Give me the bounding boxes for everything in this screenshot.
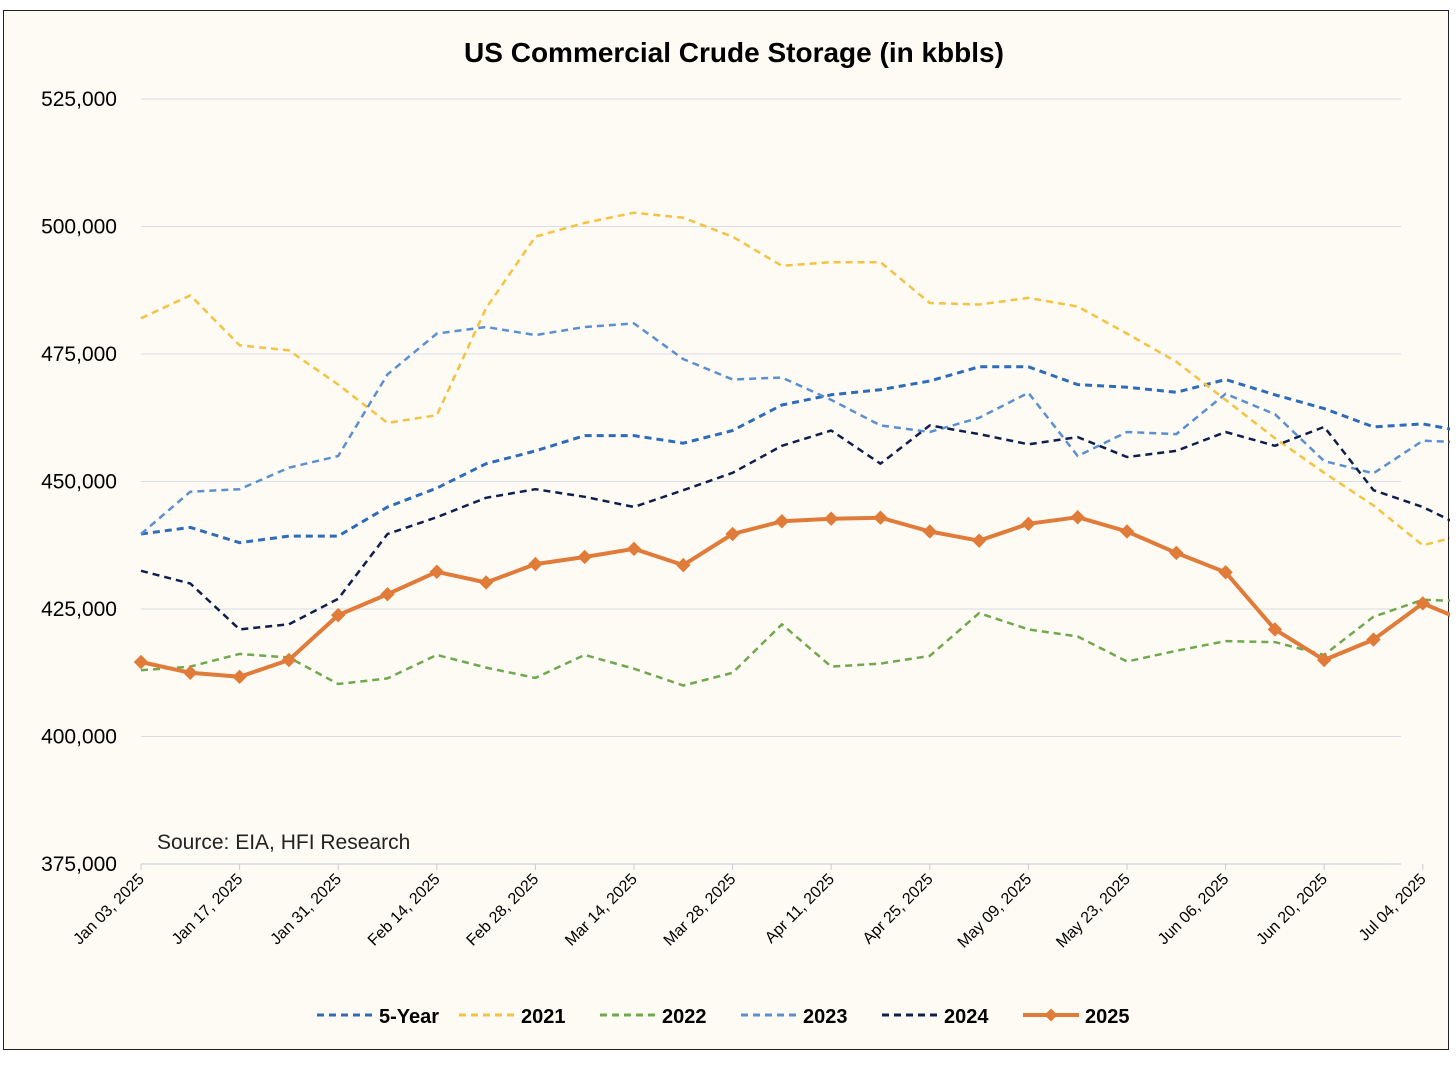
x-tick-label: Mar 28, 2025: [661, 871, 740, 950]
data-point-2025: [1415, 596, 1431, 611]
series-2021: [140, 211, 1450, 547]
data-point-2025: [1070, 509, 1085, 525]
series-lines: [133, 211, 1450, 687]
data-point-2025: [1021, 516, 1036, 532]
y-axis-ticks: 375,000 400,000 425,000 450,000 475,000 500,0…: [41, 88, 117, 876]
x-tick-label: Apr 25, 2025: [860, 871, 937, 948]
x-tick-label: May 23, 2025: [1053, 871, 1134, 952]
data-point-2025: [133, 654, 149, 670]
data-point-2025: [577, 549, 592, 565]
x-tick-label: Apr 11, 2025: [762, 871, 838, 947]
y-tick-label: 500,000: [41, 216, 117, 239]
x-tick-label: Jan 03, 2025: [70, 871, 148, 949]
series-line-2025: [139, 515, 1450, 679]
legend-label: 2023: [803, 1006, 848, 1028]
data-point-2025: [676, 557, 691, 573]
series-line-2022: [140, 598, 1450, 687]
chart-title: US Commercial Crude Storage (in kbbls): [464, 37, 1004, 68]
legend-item-2022: 2022: [600, 1006, 707, 1028]
x-tick-label: Jun 20, 2025: [1254, 871, 1332, 949]
data-point-2025: [774, 514, 790, 529]
legend-item-2023: 2023: [741, 1006, 848, 1028]
data-point-2025: [380, 587, 395, 602]
data-point-2025: [528, 556, 543, 572]
data-point-2025: [1119, 524, 1135, 539]
series-2023: [140, 322, 1450, 535]
y-tick-label: 525,000: [41, 88, 117, 111]
series-2022: [140, 598, 1450, 687]
legend-label: 2022: [662, 1006, 707, 1028]
y-tick-label: 425,000: [41, 598, 117, 621]
data-point-2025: [626, 541, 642, 557]
data-point-2025: [1267, 622, 1283, 637]
x-tick-label: Feb 28, 2025: [464, 871, 543, 950]
gridlines: [141, 98, 1401, 865]
x-tick-label: Jan 17, 2025: [169, 871, 247, 949]
series-line-2023: [140, 322, 1450, 535]
x-tick-label: May 09, 2025: [955, 871, 1036, 952]
data-point-2025: [1316, 652, 1332, 668]
data-point-2025: [971, 533, 987, 548]
data-point-2025: [1169, 545, 1184, 561]
y-tick-label: 375,000: [41, 853, 117, 876]
legend-item-2021: 2021: [459, 1006, 566, 1028]
series-2024: [140, 424, 1450, 631]
legend-item-2025: 2025: [1023, 1006, 1130, 1028]
legend-item-2024: 2024: [882, 1006, 989, 1028]
series-2025: [133, 509, 1450, 685]
data-point-2025: [873, 510, 888, 525]
x-tick-label: Jul 04, 2025: [1356, 871, 1430, 945]
source-annotation: Source: EIA, HFI Research: [157, 831, 410, 854]
legend-label: 2025: [1085, 1006, 1130, 1028]
data-point-2025: [183, 665, 198, 680]
data-point-2025: [823, 511, 839, 526]
data-point-2025: [330, 607, 346, 623]
legend-label: 2024: [944, 1006, 989, 1028]
legend-label: 5-Year: [379, 1006, 439, 1028]
data-point-2025: [478, 575, 494, 590]
legend-label: 2021: [521, 1006, 566, 1028]
data-point-2025: [281, 652, 297, 668]
legend-marker: [1044, 1008, 1058, 1022]
y-tick-label: 475,000: [41, 343, 117, 366]
x-tick-label: Feb 14, 2025: [365, 871, 444, 950]
data-point-2025: [1218, 565, 1233, 580]
x-tick-label: Jan 31, 2025: [268, 871, 346, 949]
data-point-2025: [922, 524, 938, 539]
data-point-2025: [232, 669, 247, 685]
crude-storage-chart: US Commercial Crude Storage (in kbbls) 3…: [41, 37, 1450, 1028]
x-tick-label: Mar 14, 2025: [562, 871, 641, 950]
series-line-5-year: [140, 365, 1450, 545]
x-tick-label: Jun 06, 2025: [1155, 871, 1233, 949]
y-tick-label: 450,000: [41, 471, 117, 494]
x-axis: Jan 03, 2025 Jan 17, 2025 Jan 31, 2025 Feb …: [70, 863, 1430, 952]
y-tick-label: 400,000: [41, 726, 117, 749]
data-point-2025: [1366, 632, 1381, 647]
series-5-year: [140, 365, 1450, 545]
legend-item-5-year: 5-Year: [317, 1006, 439, 1028]
data-point-2025: [725, 526, 740, 542]
legend: 5-Year 2021 2022 2023 2024 2025: [317, 1006, 1130, 1028]
series-line-2021: [140, 211, 1450, 547]
data-point-2025: [429, 564, 445, 579]
series-line-2024: [140, 424, 1450, 631]
chart-frame: US Commercial Crude Storage (in kbbls) 3…: [3, 10, 1450, 1050]
